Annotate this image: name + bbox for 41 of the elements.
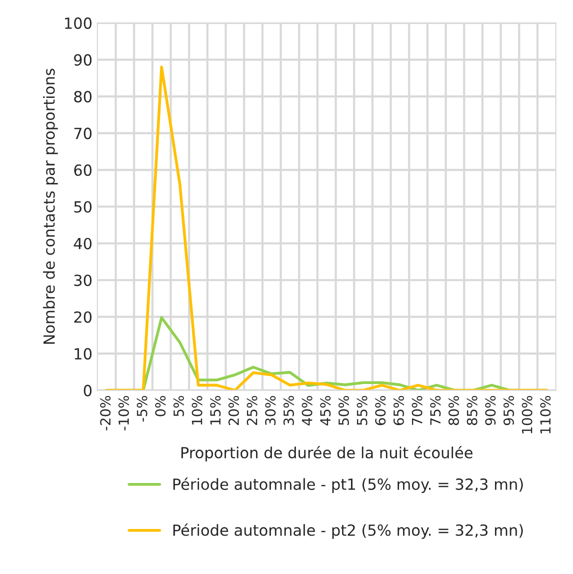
- x-tick-label: 40%: [302, 396, 312, 426]
- x-tick-label: 90%: [485, 396, 496, 426]
- x-tick-label: 30%: [265, 396, 276, 425]
- x-tick-label: 75%: [430, 396, 441, 425]
- y-tick-label: 100: [65, 17, 92, 29]
- x-tick-label: 85%: [466, 396, 478, 426]
- x-tick-label: 55%: [356, 396, 368, 425]
- x-tick-label: 80%: [448, 396, 459, 426]
- x-tick-label: 45%: [320, 396, 331, 426]
- y-tick-label: 80: [74, 90, 92, 102]
- x-tick-label: 5%: [173, 396, 184, 416]
- x-tick-label: 0%: [155, 396, 166, 416]
- x-tick-label: 50%: [338, 396, 349, 425]
- legend-label: Période automnale - pt1 (5% moy. = 32,3 mn): [173, 478, 523, 493]
- x-tick-label: 60%: [375, 396, 386, 426]
- x-tick-label: 95%: [503, 396, 514, 426]
- x-tick-label: 100%: [522, 396, 532, 434]
- x-tick-label: -20%: [100, 396, 111, 430]
- x-tick-label: -5%: [136, 396, 148, 422]
- x-tick-label: 70%: [412, 396, 422, 425]
- x-axis-title: Proportion de durée de la nuit écoulée: [181, 446, 472, 462]
- y-tick-label: 40: [74, 238, 92, 250]
- x-tick-label: 65%: [393, 396, 404, 426]
- y-tick-label: 20: [74, 311, 92, 323]
- y-tick-label: 0: [84, 384, 92, 396]
- x-tick-label: 20%: [228, 396, 239, 426]
- y-tick-label: 60: [74, 164, 92, 176]
- x-tick-label: -10%: [118, 396, 129, 430]
- y-tick-label: 30: [74, 274, 92, 286]
- y-axis-title: Nombre de contacts par proportions: [43, 68, 58, 344]
- legend-label: Période automnale - pt2 (5% moy. = 32,3 mn): [173, 523, 523, 539]
- y-tick-label: 90: [74, 54, 92, 66]
- x-tick-label: 35%: [283, 396, 294, 425]
- x-tick-label: 25%: [246, 396, 258, 426]
- x-tick-label: 110%: [540, 396, 551, 434]
- y-tick-label: 50: [74, 201, 92, 213]
- x-tick-label: 15%: [210, 396, 221, 425]
- line-series: [105, 66, 548, 390]
- y-tick-label: 10: [74, 348, 92, 360]
- y-tick-label: 70: [74, 128, 92, 140]
- x-tick-label: 10%: [192, 396, 202, 425]
